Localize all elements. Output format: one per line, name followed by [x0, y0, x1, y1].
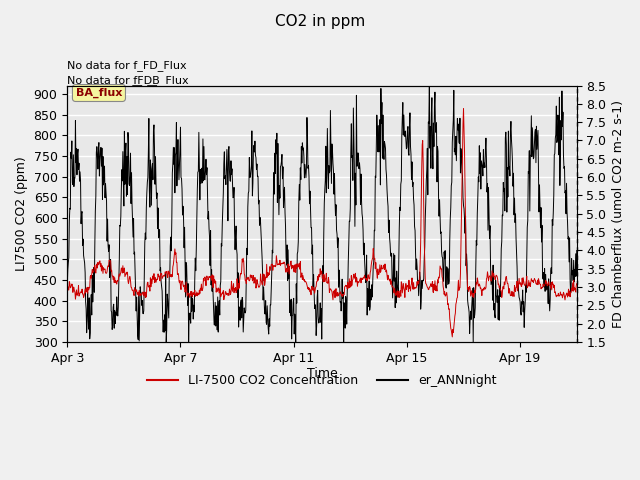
Text: BA_flux: BA_flux	[76, 88, 122, 98]
X-axis label: Time: Time	[307, 367, 337, 381]
Y-axis label: LI7500 CO2 (ppm): LI7500 CO2 (ppm)	[15, 156, 28, 271]
Text: CO2 in ppm: CO2 in ppm	[275, 14, 365, 29]
Y-axis label: FD Chamberflux (umol CO2 m-2 s-1): FD Chamberflux (umol CO2 m-2 s-1)	[612, 100, 625, 328]
Text: No data for f͟FD͟B_Flux: No data for f͟FD͟B_Flux	[67, 75, 189, 86]
Text: No data for f_FD_Flux: No data for f_FD_Flux	[67, 60, 187, 71]
Legend: LI-7500 CO2 Concentration, er_ANNnight: LI-7500 CO2 Concentration, er_ANNnight	[142, 369, 502, 392]
